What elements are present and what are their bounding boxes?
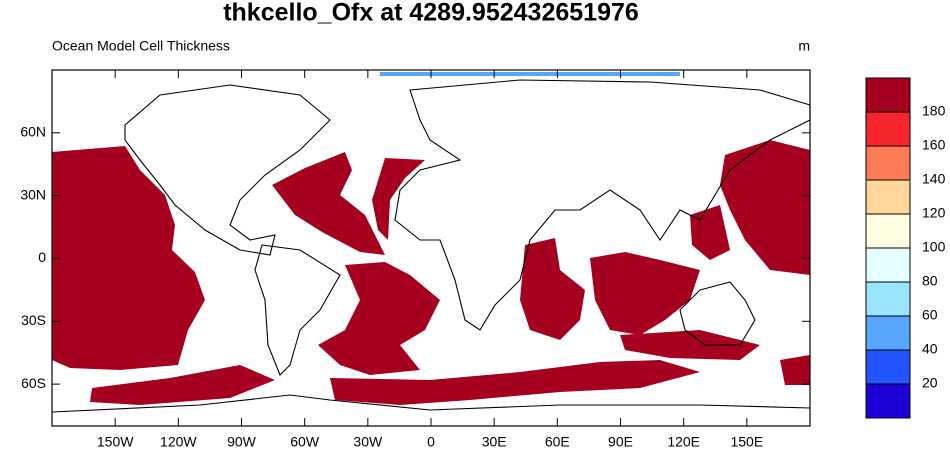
colorbar-box: [865, 111, 911, 147]
x-tick-label: 90E: [608, 434, 633, 450]
coastline: [254, 244, 341, 376]
colorbar-box: [865, 145, 911, 181]
field-area: [272, 152, 385, 255]
field-area: [372, 158, 425, 240]
colorbar-label: 100: [922, 239, 946, 255]
coastline: [124, 84, 331, 256]
field-area: [330, 360, 700, 405]
colorbar-label: 160: [922, 137, 946, 153]
field-area: [620, 330, 760, 360]
colorbar-label: 120: [922, 205, 946, 221]
units: m: [798, 38, 810, 54]
coastline: [51, 394, 811, 413]
x-tick-label: 150E: [730, 434, 763, 450]
field-area: [380, 72, 680, 76]
field-area: [90, 365, 275, 405]
colorbar-box: [865, 383, 911, 419]
y-tick-label: 60N: [20, 124, 46, 140]
x-tick-label: 0: [427, 434, 435, 450]
subtitle-left: Ocean Model Cell Thickness: [52, 38, 230, 54]
x-tick-label: 30E: [482, 434, 507, 450]
field-area: [52, 146, 205, 370]
colorbar-box: [865, 281, 911, 317]
colorbar-box: [865, 315, 911, 351]
x-tick-label: 150W: [97, 434, 134, 450]
colorbar-box: [865, 247, 911, 283]
field-area: [318, 262, 440, 375]
field-area: [720, 140, 810, 275]
y-tick-label: 30S: [21, 312, 46, 328]
field-area: [690, 205, 730, 260]
field-area: [590, 252, 700, 335]
y-tick-label: 30N: [20, 186, 46, 202]
colorbar-box: [865, 349, 911, 385]
x-tick-label: 90W: [227, 434, 257, 450]
colorbar-box: [865, 179, 911, 215]
map-area: [51, 69, 811, 427]
colorbar-label: 180: [922, 103, 946, 119]
x-tick-label: 120W: [160, 434, 197, 450]
y-tick-label: 60S: [21, 375, 46, 391]
x-tick-label: 120E: [667, 434, 700, 450]
x-tick-label: 60W: [290, 434, 320, 450]
colorbar-label: 40: [922, 341, 938, 357]
y-tick-label: 0: [38, 249, 46, 265]
x-tick-label: 60E: [545, 434, 570, 450]
colorbar-label: 60: [922, 307, 938, 323]
colorbar-box: [865, 77, 911, 113]
title: thkcello_Ofx at 4289.952432651976: [223, 0, 639, 27]
colorbar-label: 20: [922, 375, 938, 391]
colorbar-box: [865, 213, 911, 249]
coastline: [679, 281, 756, 346]
colorbar-label: 140: [922, 171, 946, 187]
x-tick-label: 30W: [353, 434, 383, 450]
field-area: [780, 355, 810, 385]
colorbar-label: 80: [922, 273, 938, 289]
field-area: [520, 238, 585, 340]
